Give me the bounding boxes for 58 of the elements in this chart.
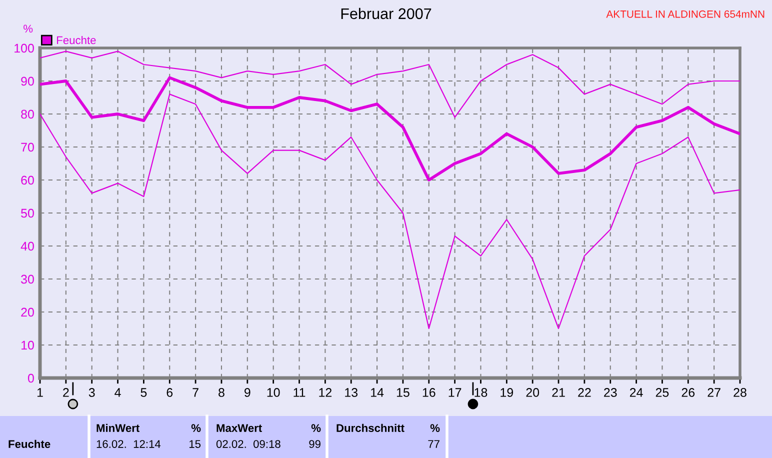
line-series [40,94,740,330]
x-tick-label: 16 [422,388,436,397]
x-tick-label: 8 [218,388,224,397]
text: 02.02. 09:18 [216,440,280,448]
x-tick-label: 10 [267,388,280,397]
x-tick-label: 7 [192,388,198,397]
x-tick-label: 25 [656,388,669,397]
y-tick-label: 50 [21,208,34,218]
x-tick-label: 27 [708,388,720,397]
x-tick-label: 5 [140,388,147,397]
x-tick-label: 18 [474,388,488,397]
x-tick-label: 19 [500,388,514,397]
x-tick-label: 3 [88,388,95,397]
text: MaxWert [216,424,262,432]
x-tick-label: 28 [734,388,746,397]
x-tick-label: 24 [630,388,643,397]
text: Durchschnitt [336,424,404,432]
text: % [311,424,321,432]
line-series [40,76,740,182]
x-tick-label: 12 [319,388,332,397]
x-tick-label: 20 [526,388,540,397]
x-tick-label: 1 [37,388,43,397]
x-tick-label: 14 [371,388,384,397]
text: 16.02. 12:14 [96,440,161,448]
x-tick-label: 6 [166,388,173,397]
x-tick-label: 22 [578,388,591,397]
y-tick-label: 100 [14,44,34,53]
y-tick-label: 90 [21,76,34,86]
text: 15 [189,440,201,448]
y-axis-title: % [24,24,33,33]
y-tick-label: 40 [20,242,34,251]
y-tick-label: 30 [21,274,34,284]
legend-label: Feuchte [57,36,96,44]
x-tick-label: 15 [396,388,410,397]
x-tick-label: 4 [114,388,121,397]
text: 77 [428,440,440,448]
text: % [191,424,201,432]
x-tick-label: 2 [63,388,69,397]
line-series [40,50,740,118]
chart-title: Februar 2007 [341,8,432,20]
y-tick-label: 70 [21,142,34,152]
x-tick-label: 9 [244,388,250,397]
y-tick-label: 0 [28,374,34,383]
y-tick-label: 10 [21,340,34,350]
y-tick-label: 20 [21,308,34,317]
x-tick-label: 26 [682,388,695,397]
x-tick-label: 21 [552,388,565,397]
x-tick-label: 23 [604,388,617,397]
text: 99 [309,440,320,448]
y-tick-label: 80 [21,110,34,119]
text: AKTUELL IN ALDINGEN 654mNN [606,10,764,18]
text: MinWert [96,424,140,432]
x-tick-label: 11 [294,388,306,397]
y-tick-label: 60 [21,176,34,185]
x-tick-label: 13 [345,388,358,397]
text: % [430,424,440,432]
text: Feuchte [8,440,50,448]
x-tick-label: 17 [448,388,462,397]
